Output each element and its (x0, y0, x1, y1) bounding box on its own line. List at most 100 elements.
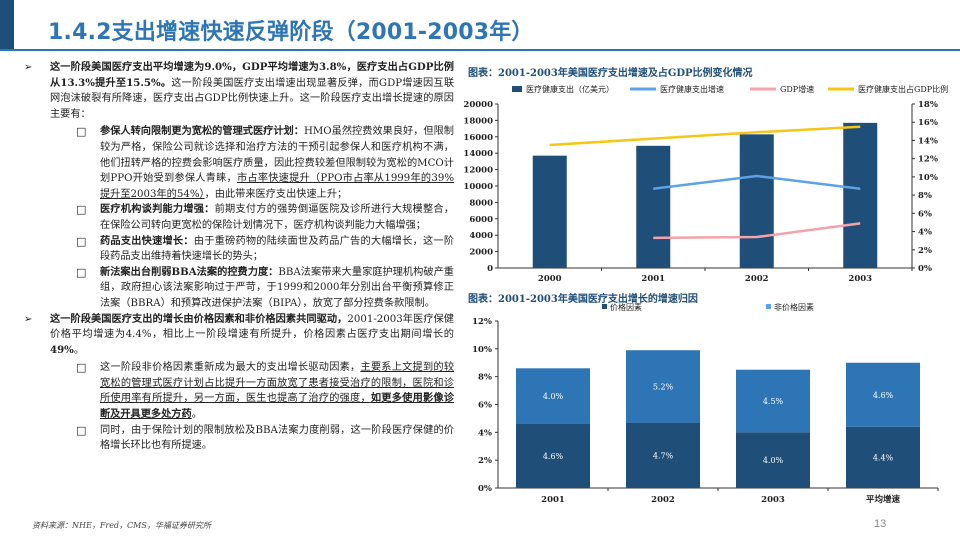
y-tick-label: 6000 (469, 215, 493, 225)
arrow-bullet-icon: ➢ (24, 62, 33, 73)
y-tick-label: 0% (478, 484, 492, 494)
x-tick-label: 2001 (541, 495, 565, 505)
legend-label: 医疗健康支出占GDP比例 (858, 84, 948, 94)
data-label-non-price: 4.6% (873, 391, 894, 400)
sub-1-text: HMO虽然控费效果良好，但限制较为严格，保险公司就诊选择和治疗方法的干预引起参保… (100, 126, 454, 185)
bar-health-spending (532, 155, 567, 268)
bullet-2-bold: 这一阶段美国医疗支出的增长由价格因素和非价格因素共同驱动， (50, 312, 348, 325)
title-divider (0, 49, 960, 51)
bar-health-spending (636, 145, 671, 268)
x-tick-label: 平均增速 (866, 494, 901, 505)
y2-tick-label: 18% (918, 100, 938, 110)
bar-health-spending (843, 122, 878, 268)
y-tick-label: 20000 (463, 100, 493, 110)
y-tick-label: 2% (478, 456, 492, 466)
bullet-2: ➢ 这一阶段美国医疗支出的增长由价格因素和非价格因素共同驱动，2001-2003… (24, 312, 454, 359)
data-label-non-price: 4.5% (763, 397, 784, 406)
bar-price-factor (626, 422, 700, 488)
page-title: 1.4.2支出增速快速反弹阶段（2001-2003年） (48, 20, 534, 45)
data-label-price: 4.0% (763, 456, 784, 465)
data-label-price: 4.6% (543, 452, 564, 461)
sub-item-4: □ 新法案出台削弱BBA法案的控费力度：BBA法案带来大量家庭护理机构破产重组，… (24, 265, 454, 312)
x-tick-label: 2003 (848, 274, 872, 284)
y2-tick-label: 6% (918, 209, 932, 219)
y2-tick-label: 2% (918, 246, 932, 256)
sub-item-3: □ 药品支出快速增长：由于重磅药物的陆续面世及药品广告的大幅增长，这一阶段药品支… (24, 234, 454, 265)
sub-5-text: 这一阶段非价格因素重新成为最大的支出增长驱动因素， (100, 362, 361, 374)
sub-5-end: 。 (191, 409, 202, 421)
sub-3-bold: 药品支出快速增长： (100, 234, 194, 247)
arrow-bullet-icon: ➢ (24, 313, 33, 325)
sub-5-underline: 主要系上文提到的较宽松的管理式医疗计划占比提升一方面放宽了患者接受治疗的限制，医… (100, 362, 455, 405)
data-label-non-price: 4.0% (543, 392, 564, 401)
chart-2-growth-attribution: 价格因素 非价格因素 12% 10% 8% 6% 4% 2% 0% 4.6% 4.0% 2001 4.7… (472, 302, 939, 505)
title-accent-bar (0, 0, 14, 50)
sub-4-text: BBA法案带来大量家庭护理机构破产重组，政府担心该法案影响过于严苛，于1999和… (100, 266, 454, 309)
y-tick-label: 0 (487, 264, 493, 274)
bar-non-price-factor (736, 369, 810, 433)
y-tick-label: 2000 (469, 248, 493, 258)
y-tick-label: 8% (478, 373, 492, 383)
bullet-1-text: 这一阶段美国医疗支出增速出现显著反弹，而GDP增速因互联网泡沫破裂有所降速，医疗… (50, 77, 455, 120)
bullet-1: ➢ 这一阶段美国医疗支出平均增速为9.0%，GDP平均增速为3.8%，医疗支出占… (24, 60, 454, 122)
square-bullet-icon: □ (76, 423, 87, 437)
y-tick-label: 12% (472, 317, 492, 327)
text-panel: ➢ 这一阶段美国医疗支出平均增速为9.0%，GDP平均增速为3.8%，医疗支出占… (24, 60, 454, 454)
legend-label: 医疗健康支出（亿美元） (526, 84, 614, 94)
legend-label: 医疗健康支出增速 (660, 84, 724, 94)
chart-1-title: 图表：2001-2003年美国医疗支出增速及占GDP比例变化情况 (468, 68, 753, 79)
x-tick-label: 2002 (745, 274, 769, 284)
bar-non-price-factor (516, 368, 590, 424)
sub-1-end: ，由此带来医疗支出快速上升； (204, 188, 348, 200)
square-bullet-icon: □ (76, 265, 87, 279)
legend-swatch (602, 304, 607, 309)
y2-tick-label: 0% (918, 264, 932, 274)
y-tick-label: 4000 (469, 231, 493, 241)
y-tick-label: 14000 (463, 149, 493, 159)
y-tick-label: 4% (478, 428, 492, 438)
x-tick-label: 2001 (641, 274, 665, 284)
y-tick-label: 12000 (463, 166, 493, 176)
x-tick-label: 2002 (651, 495, 675, 505)
line-gdp-growth (653, 222, 861, 240)
sub-1-underline: 市占率快速提升（PPO市占率从1999年的39%提升至2003年的54%） (100, 173, 455, 200)
legend-label: 价格因素 (610, 302, 642, 312)
legend-label: GDP增速 (780, 84, 814, 94)
sub-item-1: □ 参保人转向限制更为宽松的管理式医疗计划：HMO虽然控费效果良好，但限制较为严… (24, 124, 454, 202)
line-gdp-ratio (549, 125, 861, 147)
bar-non-price-factor (626, 350, 700, 423)
bar-health-spending (739, 134, 774, 268)
data-label-price: 4.4% (873, 453, 894, 462)
y-tick-label: 16000 (463, 133, 493, 143)
y-tick-label: 10% (472, 345, 492, 355)
bullet-2-end: 。 (73, 344, 85, 356)
square-bullet-icon: □ (76, 203, 87, 217)
sub-4-bold: 新法案出台削弱BBA法案的控费力度： (100, 265, 279, 278)
sub-2-text: 前期支付方的强势倒逼医院及诊所进行大规模整合，在保险公司转向更宽松的保险计划情况… (100, 204, 455, 231)
legend-label: 非价格因素 (774, 302, 814, 312)
y-tick-label: 8000 (469, 198, 493, 208)
y2-tick-label: 16% (918, 118, 938, 128)
y-tick-label: 10000 (463, 182, 493, 192)
sub-item-5: □ 这一阶段非价格因素重新成为最大的支出增长驱动因素，主要系上文提到的较宽松的管… (24, 360, 454, 422)
sub-item-2: □ 医疗机构谈判能力增强：前期支付方的强势倒逼医院及诊所进行大规模整合，在保险公… (24, 202, 454, 233)
y-tick-label: 6% (478, 401, 492, 411)
sub-1-bold: 参保人转向限制更为宽松的管理式医疗计划： (100, 125, 304, 138)
sub-6-text: 同时，由于保险计划的限制放松及BBA法案力度削弱，这一阶段医疗保健的价格增长环比… (100, 424, 454, 452)
y2-tick-label: 14% (918, 136, 938, 146)
data-label-price: 4.7% (653, 451, 674, 460)
legend-swatch (512, 86, 522, 92)
sub-item-6: □ 同时，由于保险计划的限制放松及BBA法案力度削弱，这一阶段医疗保健的价格增长… (24, 423, 454, 454)
square-bullet-icon: □ (76, 361, 87, 375)
bar-price-factor (736, 432, 810, 488)
chart-1-growth-and-gdp-ratio: 医疗健康支出（亿美元） 医疗健康支出增速 GDP增速 医疗健康支出占GDP比例 2000… (463, 84, 948, 284)
page-number: 13 (874, 518, 887, 530)
y-tick-label: 18000 (463, 116, 493, 126)
line-health-growth (653, 174, 861, 190)
bar-non-price-factor (846, 362, 920, 427)
y2-tick-label: 4% (918, 228, 932, 238)
data-label-non-price: 5.2% (653, 382, 674, 391)
bar-price-factor (846, 426, 920, 488)
bullet-1-bold: 这一阶段美国医疗支出平均增速为9.0%，GDP平均增速为3.8%，医疗支出占GD… (50, 61, 454, 89)
legend-swatch (766, 304, 771, 309)
